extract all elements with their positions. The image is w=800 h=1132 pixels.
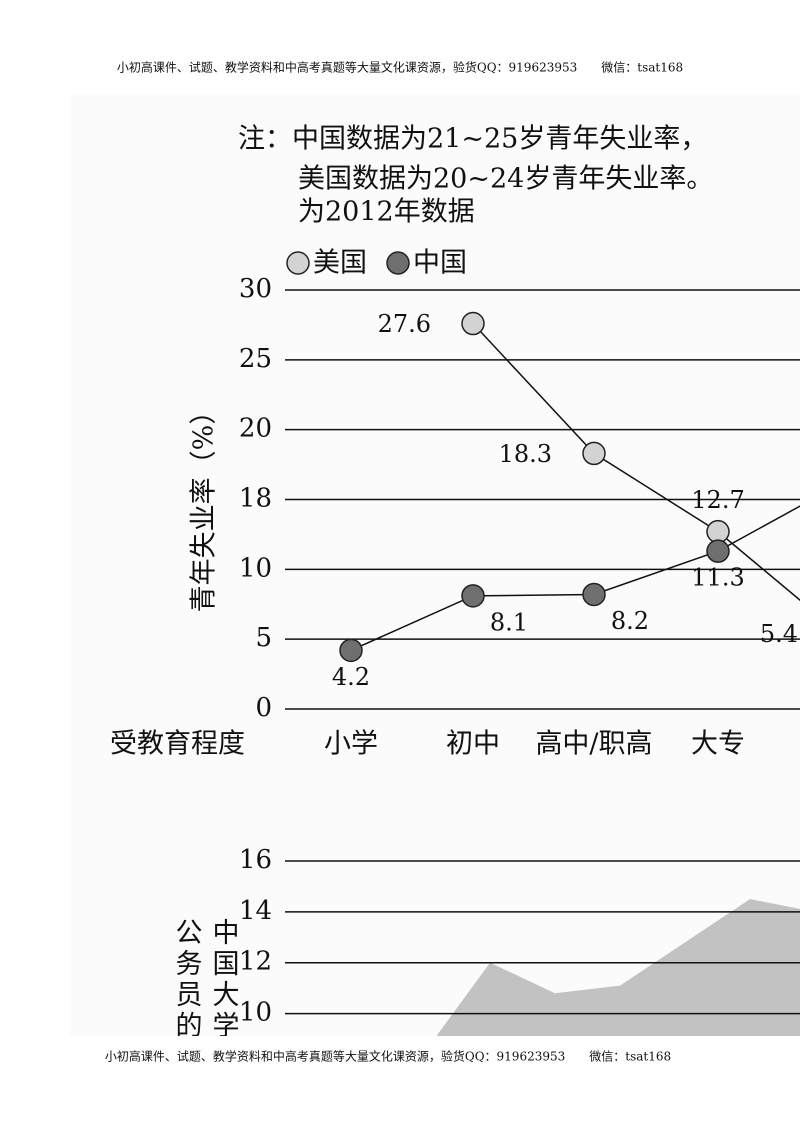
y-tick-label: 5 bbox=[255, 623, 272, 653]
y-tick-label: 12 bbox=[239, 947, 272, 977]
y-tick-label: 0 bbox=[255, 693, 272, 723]
y-tick-label: 25 bbox=[239, 344, 272, 374]
area bbox=[436, 899, 800, 1036]
y-tick-label: 10 bbox=[239, 553, 272, 583]
data-point bbox=[706, 539, 730, 563]
data-label: 5.4 bbox=[760, 620, 798, 648]
data-point bbox=[582, 582, 606, 607]
note-line: 美国数据为20~24岁青年失业率。 bbox=[298, 164, 713, 195]
header-text: 小初高课件、试题、教学资料和中高考真题等大量文化课资源，验货QQ：9196239… bbox=[117, 60, 683, 75]
data-point bbox=[461, 311, 485, 336]
y-axis-label: 中国大学 bbox=[208, 918, 239, 1042]
chart-1: 注：中国数据为21~25岁青年失业率， 美国数据为20~24岁青年失业率。为201… bbox=[110, 124, 800, 760]
data-label: 8.1 bbox=[490, 608, 528, 636]
legend-marker bbox=[386, 251, 410, 275]
y-tick-label: 20 bbox=[239, 414, 272, 444]
legend-label: 中国 bbox=[413, 248, 467, 279]
data-label: 18.3 bbox=[499, 440, 552, 468]
note-line: 为2012年数据 bbox=[298, 197, 475, 228]
x-axis-label: 受教育程度 bbox=[110, 729, 245, 760]
legend-label: 美国 bbox=[313, 248, 367, 279]
y-axis-label: 公务员的 bbox=[171, 918, 202, 1042]
data-point bbox=[339, 638, 363, 663]
data-point bbox=[582, 441, 606, 466]
data-label: 8.2 bbox=[611, 607, 649, 635]
data-point bbox=[461, 584, 485, 608]
x-tick-label: 大专 bbox=[691, 729, 745, 760]
y-tick-label: 30 bbox=[239, 274, 272, 304]
y-tick-label: 14 bbox=[239, 896, 272, 926]
x-tick-label: 初中 bbox=[446, 729, 500, 760]
data-label: 27.6 bbox=[378, 310, 431, 338]
data-point bbox=[706, 519, 730, 544]
legend-marker bbox=[286, 251, 310, 275]
series-line bbox=[472, 323, 800, 602]
y-axis-label: 青年失业率（%） bbox=[189, 398, 220, 613]
y-tick-label: 18 bbox=[239, 484, 272, 514]
note-line: 注：中国数据为21~25岁青年失业率， bbox=[238, 124, 707, 155]
x-tick-label: 小学 bbox=[324, 729, 378, 760]
y-tick-label: 10 bbox=[239, 998, 272, 1028]
y-tick-label: 16 bbox=[239, 845, 272, 875]
footer-text: 小初高课件、试题、教学资料和中高考真题等大量文化课资源，验货QQ：9196239… bbox=[105, 1049, 671, 1064]
data-label: 11.3 bbox=[691, 564, 744, 592]
x-tick-label: 高中/职高 bbox=[535, 729, 652, 760]
data-label: 12.7 bbox=[691, 486, 744, 514]
data-label: 4.2 bbox=[332, 663, 370, 691]
